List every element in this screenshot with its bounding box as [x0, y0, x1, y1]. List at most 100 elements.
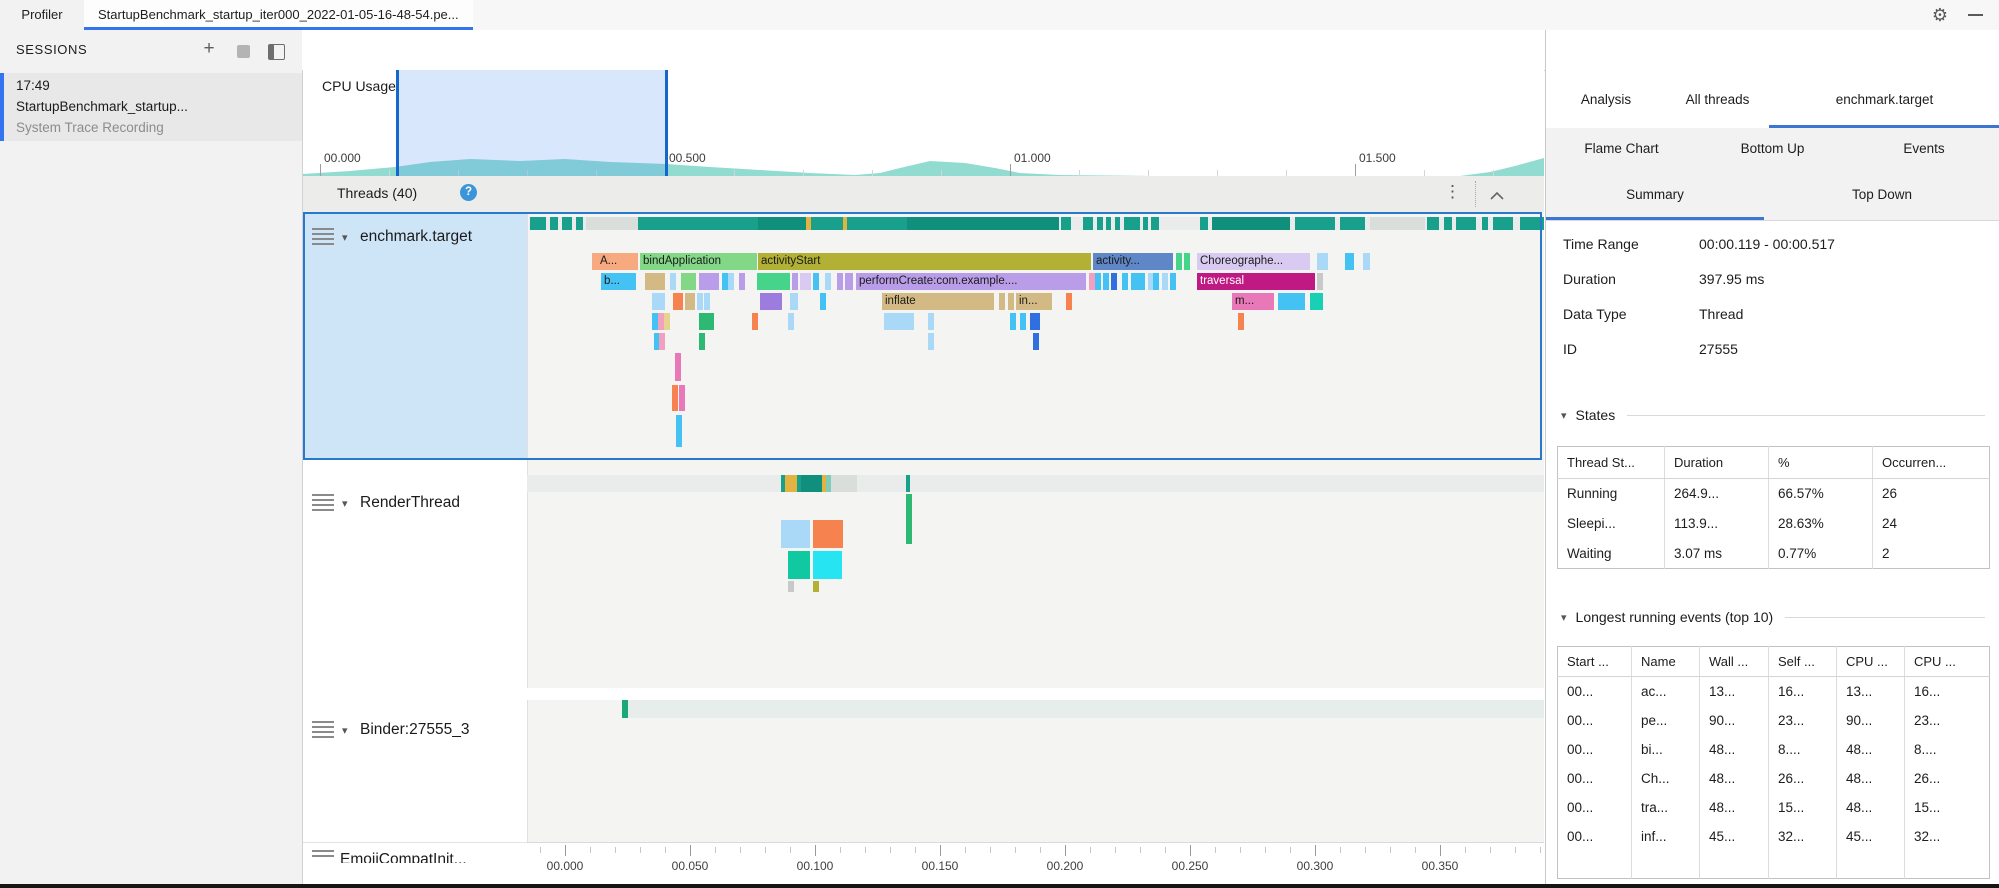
- trace-event-block[interactable]: activityStart: [758, 253, 1091, 270]
- tab-events[interactable]: Events: [1848, 128, 1999, 168]
- trace-event-block[interactable]: [813, 551, 842, 579]
- trace-event-sliver[interactable]: [760, 293, 782, 310]
- thread-label-emojicompat[interactable]: EmojiCompatInit...: [340, 851, 467, 863]
- trace-event-sliver[interactable]: [1278, 293, 1305, 310]
- trace-event-block[interactable]: [781, 520, 810, 548]
- event-row[interactable]: 00... bi... 48... 8.... 48... 8....: [1557, 734, 1990, 764]
- trace-event-sliver[interactable]: [659, 333, 665, 350]
- trace-event-sliver[interactable]: [673, 293, 683, 310]
- stop-recording-icon[interactable]: [237, 45, 250, 58]
- trace-event-block[interactable]: [906, 494, 912, 544]
- trace-event-block[interactable]: A...: [597, 253, 638, 270]
- thread-label-binder[interactable]: Binder:27555_3: [360, 721, 470, 738]
- trace-event-sliver[interactable]: [1033, 333, 1039, 350]
- range-selection[interactable]: [397, 70, 666, 176]
- selection-right-handle[interactable]: [665, 70, 668, 176]
- column-header[interactable]: Name: [1631, 646, 1700, 677]
- event-row[interactable]: 00... pe... 90... 23... 90... 23...: [1557, 705, 1990, 735]
- trace-event-sliver[interactable]: [1162, 273, 1168, 290]
- trace-event-sliver[interactable]: [1010, 313, 1016, 330]
- event-row[interactable]: 00... tra... 48... 15... 48... 15...: [1557, 792, 1990, 822]
- trace-event-block[interactable]: bindApplication: [640, 253, 757, 270]
- selected-thread-cell[interactable]: [305, 214, 527, 458]
- states-row[interactable]: Waiting 3.07 ms 0.77% 2: [1557, 538, 1990, 569]
- gear-icon[interactable]: ⚙: [1931, 5, 1949, 25]
- trace-event-block[interactable]: Choreographe...: [1197, 253, 1310, 270]
- cpu-usage-track[interactable]: CPU Usage 00.000 00.500 01.000 01.500: [303, 70, 1544, 176]
- trace-event-sliver[interactable]: [788, 313, 794, 330]
- session-item[interactable]: 17:49 StartupBenchmark_startup... System…: [0, 73, 302, 141]
- column-header[interactable]: Thread St...: [1557, 446, 1665, 479]
- tab-session-file[interactable]: StartupBenchmark_startup_iter000_2022-01…: [84, 0, 473, 30]
- trace-event-sliver[interactable]: [652, 293, 665, 310]
- trace-event-sliver[interactable]: [1008, 293, 1014, 310]
- trace-event-sliver[interactable]: [1310, 293, 1323, 310]
- tab-top-down[interactable]: Top Down: [1764, 168, 1999, 220]
- tab-analysis[interactable]: Analysis: [1546, 70, 1666, 128]
- add-session-icon[interactable]: +: [203, 38, 215, 59]
- trace-event-sliver[interactable]: [1111, 273, 1117, 290]
- collapse-triangle-icon[interactable]: ▾: [342, 498, 348, 510]
- collapse-triangle-icon[interactable]: ▾: [342, 725, 348, 737]
- trace-event-sliver[interactable]: [1066, 293, 1072, 310]
- trace-event-block[interactable]: [622, 700, 628, 718]
- trace-event-sliver[interactable]: [697, 293, 703, 310]
- trace-event-block[interactable]: traversal: [1197, 273, 1315, 290]
- selection-left-handle[interactable]: [396, 70, 399, 176]
- trace-event-sliver[interactable]: [679, 385, 685, 411]
- trace-event-sliver[interactable]: [664, 313, 670, 330]
- trace-event-sliver[interactable]: [699, 273, 719, 290]
- tab-flame-chart[interactable]: Flame Chart: [1546, 128, 1697, 168]
- trace-event-sliver[interactable]: [652, 313, 658, 330]
- tab-enchmark-target[interactable]: enchmark.target: [1769, 70, 1999, 128]
- column-header[interactable]: Duration: [1664, 446, 1769, 479]
- tab-profiler[interactable]: Profiler: [0, 0, 84, 30]
- event-row[interactable]: 00... inf... 45... 32... 45... 32...: [1557, 821, 1990, 851]
- trace-event-sliver[interactable]: [999, 293, 1005, 310]
- trace-event-sliver[interactable]: [1184, 253, 1190, 270]
- trace-event-block[interactable]: [813, 520, 843, 548]
- trace-event-block[interactable]: performCreate:com.example....: [856, 273, 1086, 290]
- trace-event-sliver[interactable]: [752, 313, 758, 330]
- drag-handle-icon[interactable]: [312, 494, 334, 511]
- trace-event-sliver[interactable]: [928, 313, 934, 330]
- drag-handle-icon[interactable]: [312, 228, 334, 245]
- trace-event-sliver[interactable]: [685, 293, 695, 310]
- column-header[interactable]: CPU ...: [1836, 646, 1905, 677]
- trace-event-sliver[interactable]: [592, 253, 598, 270]
- trace-event-sliver[interactable]: [1363, 253, 1370, 270]
- trace-event-sliver[interactable]: [704, 293, 710, 310]
- kebab-menu-icon[interactable]: ⋮: [1444, 182, 1461, 201]
- trace-event-sliver[interactable]: [699, 313, 714, 330]
- help-icon[interactable]: ?: [460, 184, 477, 201]
- states-row[interactable]: Running 264.9... 66.57% 26: [1557, 478, 1990, 509]
- trace-event-sliver[interactable]: [825, 273, 831, 290]
- trace-event-sliver[interactable]: [1095, 273, 1101, 290]
- trace-event-sliver[interactable]: [884, 313, 914, 330]
- trace-event-block[interactable]: activity...: [1093, 253, 1173, 270]
- minimize-icon[interactable]: [1968, 14, 1983, 16]
- tab-bottom-up[interactable]: Bottom Up: [1697, 128, 1848, 168]
- trace-event-sliver[interactable]: [1148, 273, 1154, 290]
- trace-event-block[interactable]: b...: [601, 273, 636, 290]
- states-section-header[interactable]: ▾ States: [1561, 404, 1985, 426]
- trace-event-sliver[interactable]: [658, 313, 664, 330]
- trace-event-sliver[interactable]: [728, 273, 734, 290]
- trace-event-block[interactable]: m...: [1232, 293, 1274, 310]
- trace-event-sliver[interactable]: [1153, 273, 1159, 290]
- trace-event-sliver[interactable]: [928, 333, 934, 350]
- trace-event-sliver[interactable]: [813, 273, 819, 290]
- trace-event-sliver[interactable]: [792, 273, 798, 290]
- trace-event-sliver[interactable]: [1176, 253, 1182, 270]
- trace-event-sliver[interactable]: [670, 273, 676, 290]
- trace-event-block[interactable]: inflate: [882, 293, 994, 310]
- thread-label-enchmark-target[interactable]: enchmark.target: [360, 228, 472, 245]
- drag-handle-icon[interactable]: [312, 850, 334, 858]
- trace-event-block[interactable]: [788, 551, 810, 579]
- trace-event-sliver[interactable]: [1238, 313, 1244, 330]
- drag-handle-icon[interactable]: [312, 721, 334, 738]
- trace-event-sliver[interactable]: [1020, 313, 1026, 330]
- event-row[interactable]: 00... Ch... 48... 26... 48... 26...: [1557, 763, 1990, 793]
- trace-event-sliver[interactable]: [676, 415, 682, 447]
- tab-all-threads[interactable]: All threads: [1666, 70, 1769, 128]
